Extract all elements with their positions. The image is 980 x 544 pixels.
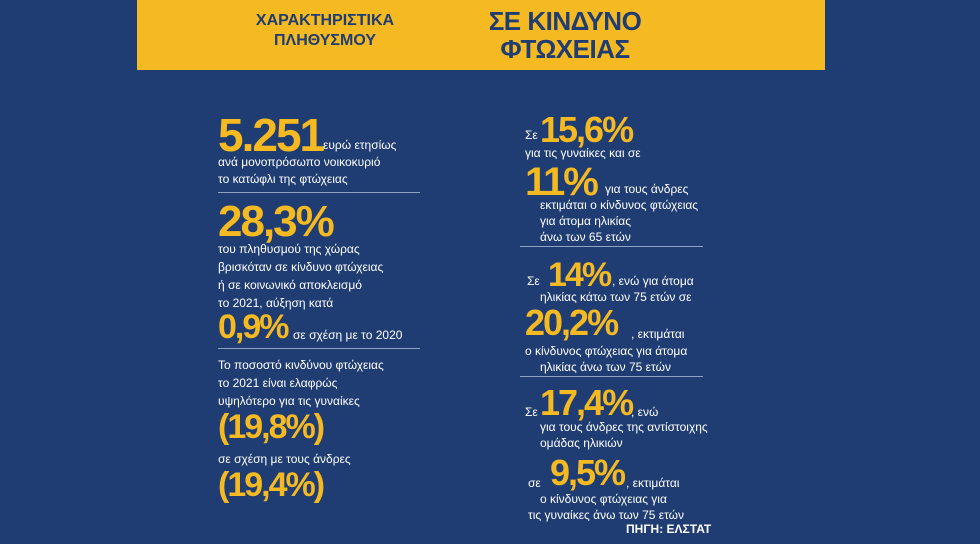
text: υψηλότερο για τις γυναίκες bbox=[218, 394, 360, 408]
text: ηλικίας άνω των 75 ετών bbox=[540, 360, 671, 374]
text: το 2021, αύξηση κατά bbox=[218, 296, 334, 310]
separator bbox=[520, 376, 703, 377]
text: εκτιμάται ο κίνδυνος φτώχειας bbox=[540, 198, 699, 212]
separator bbox=[520, 246, 703, 247]
figure: 0,9% bbox=[218, 308, 289, 346]
text: , ενώ bbox=[631, 405, 659, 419]
banner bbox=[137, 0, 825, 70]
text: το κατώφλι της φτώχειας bbox=[218, 172, 348, 186]
figure: 20,2% bbox=[525, 302, 619, 343]
text: Σε bbox=[527, 274, 540, 288]
text: βρισκόταν σε κίνδυνο φτώχειας bbox=[218, 260, 384, 274]
text: Σε bbox=[525, 405, 538, 419]
figure: (19,4%) bbox=[218, 466, 325, 504]
text: το 2021 είναι ελαφρώς bbox=[218, 376, 338, 390]
text: ευρώ ετησίως bbox=[323, 138, 397, 152]
figure: 15,6% bbox=[540, 109, 634, 150]
text: για άτομα ηλικίας bbox=[540, 214, 632, 228]
text: σε bbox=[528, 476, 541, 490]
figure: 9,5% bbox=[550, 452, 626, 493]
figure: 28,3% bbox=[218, 197, 335, 246]
text: ομάδας ηλικιών bbox=[540, 436, 623, 450]
banner-title: ΣΕ ΚΙΝΔΥΝΟ bbox=[488, 6, 642, 36]
text: , ενώ για άτομα bbox=[612, 274, 694, 288]
figure: 17,4% bbox=[540, 382, 634, 423]
text: άνω των 65 ετών bbox=[540, 230, 631, 244]
figure: 14% bbox=[548, 256, 612, 294]
text: ο κίνδυνος φτώχειας για bbox=[540, 492, 667, 506]
text: για τις γυναίκες και σε bbox=[525, 146, 641, 160]
source: ΠΗΓΗ: ΕΛΣΤΑΤ bbox=[626, 522, 712, 536]
text: , εκτιμάται bbox=[626, 476, 680, 490]
text: για τους άνδρες της αντίστοιχης bbox=[540, 420, 708, 434]
banner-title: ΦΤΩΧΕΙΑΣ bbox=[500, 34, 630, 64]
text: σε σχέση με τους άνδρες bbox=[218, 452, 351, 466]
text: ο κίνδυνος φτώχειας για άτομα bbox=[525, 344, 688, 358]
figure: 11% bbox=[525, 160, 599, 204]
text: Σε bbox=[525, 128, 538, 142]
text: σε σχέση με το 2020 bbox=[293, 328, 403, 342]
text: ή σε κοινωνικό αποκλεισμό bbox=[218, 278, 362, 292]
text: , εκτιμάται bbox=[631, 327, 685, 341]
separator bbox=[218, 192, 420, 193]
separator bbox=[218, 348, 420, 349]
banner-subtitle: ΧΑΡΑΚΤΗΡΙΣΤΙΚΑ bbox=[255, 12, 395, 29]
figure: (19,8%) bbox=[218, 408, 325, 446]
figure: 5.251 bbox=[218, 109, 325, 161]
text: του πληθυσμού της χώρας bbox=[218, 242, 360, 256]
text: για τους άνδρες bbox=[605, 182, 689, 196]
text: ηλικίας κάτω των 75 ετών σε bbox=[540, 290, 692, 304]
text: ανά μονοπρόσωπο νοικοκυριό bbox=[218, 155, 381, 169]
text: Το ποσοστό κινδύνου φτώχειας bbox=[218, 358, 384, 372]
banner-subtitle: ΠΛΗΘΥΣΜΟΥ bbox=[273, 32, 377, 49]
text: τις γυναίκες άνω των 75 ετών bbox=[528, 508, 685, 522]
